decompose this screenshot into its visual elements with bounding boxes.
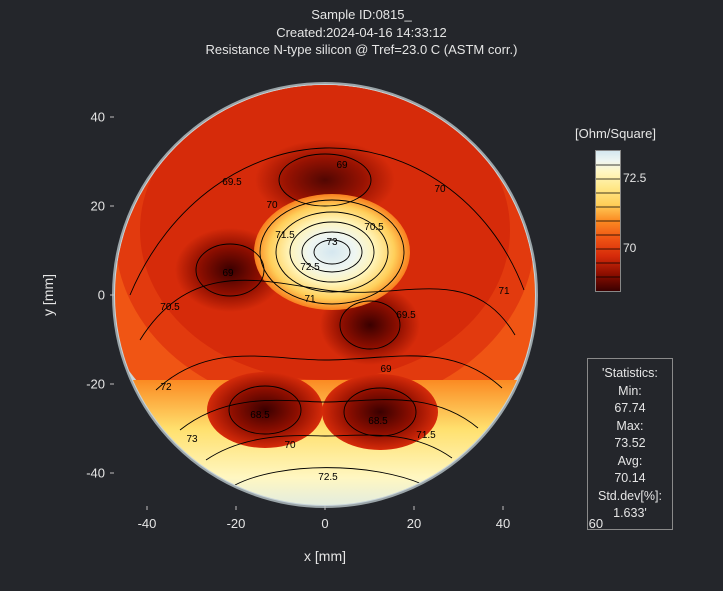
- y-tick: 0: [75, 288, 105, 303]
- colorbar-ticks: 72.5 70: [623, 150, 663, 290]
- stats-avg-label: Avg:: [598, 453, 662, 471]
- stats-min-label: Min:: [598, 383, 662, 401]
- y-tick: 20: [75, 198, 105, 213]
- svg-text:72.5: 72.5: [300, 262, 320, 273]
- svg-text:69.5: 69.5: [396, 310, 416, 321]
- svg-text:72: 72: [160, 382, 172, 393]
- svg-text:71: 71: [304, 294, 316, 305]
- x-axis-ticks: -40 -20 0 20 40 60: [110, 516, 540, 536]
- stats-avg-value: 70.14: [598, 470, 662, 488]
- svg-text:71.5: 71.5: [416, 430, 436, 441]
- y-axis-label: y [mm]: [38, 80, 58, 510]
- svg-text:72.5: 72.5: [318, 472, 338, 483]
- title-line-1: Sample ID:0815_: [0, 6, 723, 24]
- y-tick: -40: [75, 466, 105, 481]
- svg-text:70: 70: [266, 200, 278, 211]
- svg-text:68.5: 68.5: [368, 416, 388, 427]
- svg-text:71.5: 71.5: [275, 230, 295, 241]
- y-tick: 40: [75, 109, 105, 124]
- svg-text:70: 70: [284, 440, 296, 451]
- stats-std-value: 1.633': [598, 505, 662, 523]
- svg-text:68.5: 68.5: [250, 410, 270, 421]
- svg-text:69: 69: [336, 160, 348, 171]
- title-block: Sample ID:0815_ Created:2024-04-16 14:33…: [0, 6, 723, 59]
- colorbar-tick: 72.5: [623, 171, 646, 185]
- svg-text:70.5: 70.5: [364, 222, 384, 233]
- stats-std-label: Std.dev[%]:: [598, 488, 662, 506]
- x-tick: 40: [496, 516, 510, 531]
- title-line-3: Resistance N-type silicon @ Tref=23.0 C …: [0, 41, 723, 59]
- x-tick: -20: [227, 516, 246, 531]
- y-axis-ticks: 40 20 0 -20 -40: [75, 80, 105, 510]
- svg-text:73: 73: [326, 237, 338, 248]
- colorbar-title: [Ohm/Square]: [575, 126, 656, 141]
- svg-text:71: 71: [498, 286, 510, 297]
- svg-text:70: 70: [434, 184, 446, 195]
- colorbar: [595, 150, 621, 292]
- stats-max-label: Max:: [598, 418, 662, 436]
- x-axis-label: x [mm]: [110, 548, 540, 564]
- svg-text:70.5: 70.5: [160, 302, 180, 313]
- stats-max-value: 73.52: [598, 435, 662, 453]
- svg-text:69.5: 69.5: [222, 177, 242, 188]
- colorbar-tick: 70: [623, 241, 636, 255]
- svg-text:69: 69: [380, 364, 392, 375]
- x-tick: 20: [407, 516, 421, 531]
- y-tick: -20: [75, 377, 105, 392]
- x-tick: 0: [321, 516, 328, 531]
- stats-min-value: 67.74: [598, 400, 662, 418]
- title-line-2: Created:2024-04-16 14:33:12: [0, 24, 723, 42]
- figure: Sample ID:0815_ Created:2024-04-16 14:33…: [0, 0, 723, 591]
- wafer-contour-plot: 73 72.5 71.5 70.5 70 69.5 69 70 69 69.5 …: [110, 80, 540, 510]
- wafer-svg: 73 72.5 71.5 70.5 70 69.5 69 70 69 69.5 …: [110, 80, 540, 510]
- svg-text:73: 73: [186, 434, 198, 445]
- statistics-box: 'Statistics: Min: 67.74 Max: 73.52 Avg: …: [587, 358, 673, 530]
- svg-text:69: 69: [222, 268, 234, 279]
- x-tick: -40: [138, 516, 157, 531]
- stats-heading: 'Statistics:: [598, 365, 662, 383]
